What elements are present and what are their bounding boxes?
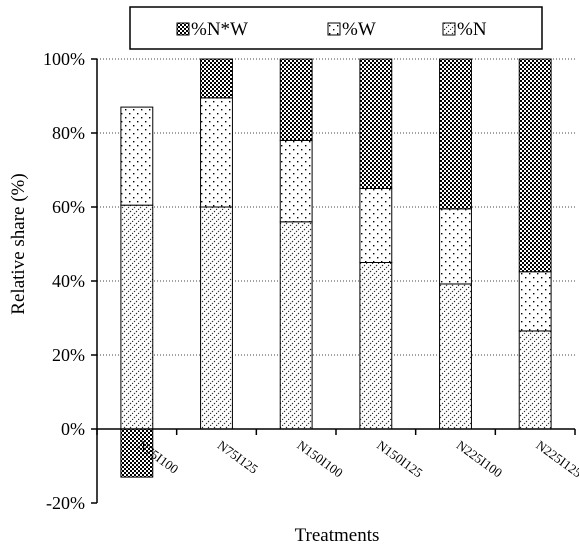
legend-item-nw: %N*W [176, 19, 248, 40]
gridlines [97, 58, 575, 356]
axes [91, 58, 576, 504]
y-tick-label: 60% [52, 197, 85, 217]
bar-segment [518, 58, 552, 273]
y-tick-label: 100% [43, 49, 85, 69]
x-tick-label: N150I100 [294, 437, 345, 480]
bar-segment [279, 139, 313, 223]
x-tick-labels: N75I100 N75I125 N150I100 N150I125 N225I100 N2… [135, 437, 579, 480]
x-axis-title: Treatments [295, 525, 380, 546]
legend-label-nw: %N*W [191, 19, 248, 40]
legend: %N*W %W %N [129, 6, 543, 50]
legend-swatch-nw [176, 22, 190, 36]
y-tick-label: -20% [46, 493, 85, 513]
x-tick-label: N150I125 [374, 437, 425, 480]
bar-segment [439, 58, 472, 210]
y-tick-label: 40% [52, 271, 85, 291]
bar-segment [518, 330, 552, 430]
bar-segment [279, 58, 313, 141]
y-tick-labels: -20% 0% 20% 40% 60% 80% 100% [43, 49, 85, 513]
legend-swatch-w [327, 22, 341, 36]
plot-area [97, 59, 575, 503]
bar-segment [120, 204, 154, 430]
legend-item-w: %W [327, 19, 376, 40]
bar-segment [359, 188, 393, 263]
legend-swatch-n [442, 22, 456, 36]
legend-item-n: %N [442, 19, 487, 40]
bar-segment [120, 106, 154, 206]
bar-segment [359, 58, 393, 189]
y-tick-label: 20% [52, 345, 85, 365]
bar-segment [439, 208, 472, 285]
bar-segment [359, 262, 393, 430]
bar-segment [200, 58, 233, 99]
bar-segment [200, 97, 233, 208]
bar-segment [120, 428, 154, 478]
bar-segment [439, 283, 472, 430]
bar-segment [200, 206, 233, 430]
x-tick-label: N225I125 [533, 437, 579, 480]
y-tick-label: 0% [61, 419, 85, 439]
y-axis-title: Relative share (%) [8, 173, 29, 314]
x-tick-label: N225I100 [454, 437, 505, 480]
bar-segment [518, 271, 552, 332]
y-tick-label: 80% [52, 123, 85, 143]
x-tick-label: N75I125 [215, 437, 261, 476]
bars [120, 58, 552, 478]
legend-label-n: %N [457, 19, 487, 40]
bar-segment [279, 221, 313, 430]
legend-label-w: %W [342, 19, 376, 40]
